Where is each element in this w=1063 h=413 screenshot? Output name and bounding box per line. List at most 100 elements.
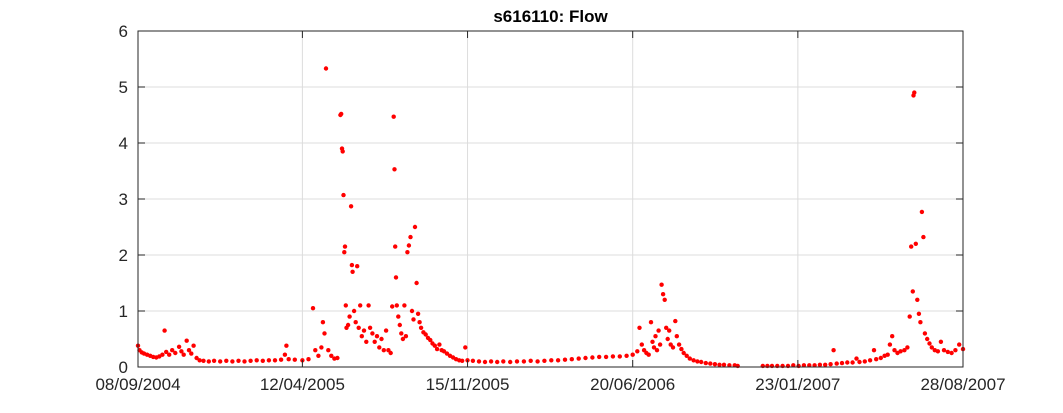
flow-point — [646, 352, 651, 357]
flow-point — [857, 359, 862, 365]
flow-point — [569, 357, 574, 362]
flow-point — [341, 192, 346, 198]
flow-point — [902, 348, 907, 353]
flow-point — [160, 352, 165, 357]
flow-point — [406, 243, 412, 248]
y-tick-label: 0 — [119, 358, 128, 377]
flow-point — [224, 358, 229, 363]
y-tick-label: 2 — [119, 246, 128, 265]
flow-point — [400, 336, 406, 342]
flow-point — [282, 352, 288, 357]
flow-point — [335, 355, 340, 361]
flow-point — [910, 289, 915, 294]
flow-point — [684, 353, 689, 358]
flow-point — [657, 342, 663, 347]
flow-point — [339, 111, 344, 117]
flow-point — [949, 350, 954, 356]
flow-point — [699, 359, 704, 365]
flow-point — [381, 348, 386, 353]
flow-point — [393, 244, 398, 249]
flow-point — [326, 348, 331, 353]
flow-point — [437, 342, 442, 347]
flow-point — [383, 328, 389, 333]
flow-point — [186, 348, 192, 353]
flow-point — [850, 360, 855, 365]
flow-point — [201, 358, 206, 363]
flow-point — [377, 345, 382, 350]
flow-point — [945, 349, 950, 355]
flow-point — [495, 359, 500, 365]
flow-point — [673, 318, 678, 324]
flow-point — [845, 360, 850, 365]
flow-point — [167, 352, 172, 357]
x-tick-label: 23/01/2007 — [755, 375, 840, 394]
flow-point — [953, 348, 958, 353]
flow-point — [348, 204, 354, 209]
ticks: 08/09/2004 12/04/2005 15/11/2005 20/06/2006… — [95, 22, 1005, 394]
flow-point — [549, 358, 554, 363]
flow-point — [372, 339, 377, 344]
flow-point — [801, 363, 807, 368]
flow-point — [528, 358, 533, 363]
flow-point — [248, 358, 253, 363]
flow-point — [342, 250, 347, 255]
flow-point — [164, 349, 169, 355]
y-tick-label: 6 — [119, 22, 128, 41]
flow-point — [292, 357, 297, 362]
flow-point — [662, 297, 667, 302]
flow-point — [659, 282, 664, 287]
flow-point — [823, 362, 828, 367]
flow-point — [428, 337, 433, 343]
flow-point — [405, 250, 410, 255]
flow-point — [329, 353, 334, 358]
flow-point — [918, 320, 923, 325]
flow-point — [353, 320, 358, 325]
flow-point — [470, 358, 476, 363]
flow-point — [366, 303, 371, 308]
flow-point — [839, 360, 845, 366]
flow-point — [463, 345, 468, 350]
flow-point — [664, 325, 669, 330]
flow-point — [915, 297, 920, 302]
flow-point — [355, 264, 360, 269]
flow-point — [679, 346, 684, 352]
flow-point — [867, 358, 873, 363]
flow-point — [695, 359, 700, 364]
flow-point — [347, 314, 352, 319]
flow-point — [388, 350, 393, 356]
flow-point — [660, 292, 666, 297]
flow-point — [624, 353, 629, 358]
x-tick-label: 20/06/2006 — [590, 375, 675, 394]
flow-point — [278, 357, 284, 362]
flow-point — [542, 358, 547, 363]
flow-point — [415, 311, 421, 316]
flow-point — [432, 343, 437, 348]
flow-point — [670, 345, 676, 350]
flow-point — [639, 342, 644, 347]
flow-point — [197, 358, 202, 363]
flow-point — [417, 320, 422, 325]
flow-point — [189, 351, 194, 356]
flow-point — [370, 331, 375, 336]
flow-point — [342, 244, 348, 249]
flow-point — [576, 356, 581, 361]
flow-point — [319, 345, 324, 350]
flow-point — [260, 358, 265, 363]
flow-point — [708, 361, 713, 366]
flow-point — [717, 362, 722, 367]
flow-point — [555, 358, 561, 363]
x-tick-label: 12/04/2005 — [260, 375, 345, 394]
flow-point — [630, 352, 635, 357]
flow-point — [218, 359, 223, 364]
flow-point — [653, 334, 658, 339]
flow-point — [340, 149, 345, 154]
flow-point — [176, 344, 182, 349]
flow-point — [184, 338, 189, 343]
flow-point — [162, 328, 167, 333]
flow-point — [418, 325, 424, 330]
flow-point — [390, 304, 395, 309]
flow-point — [397, 322, 402, 328]
y-tick-label: 1 — [119, 302, 128, 321]
flow-point — [379, 336, 384, 342]
flow-point — [194, 355, 199, 361]
